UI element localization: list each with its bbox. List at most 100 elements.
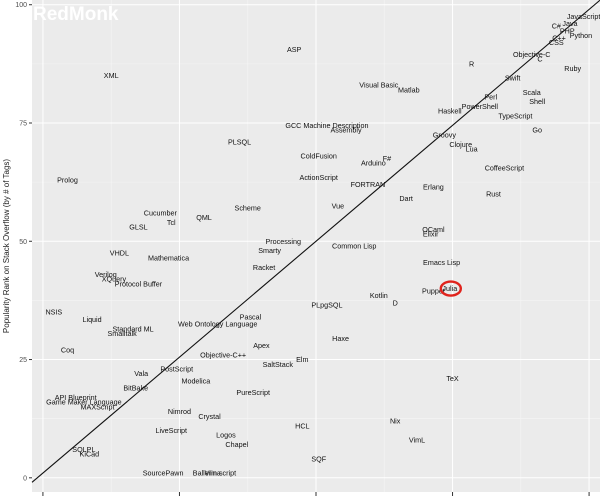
point-label-vim-script: Vim script (205, 469, 236, 478)
point-label-arduino: Arduino (361, 159, 386, 168)
y-tick-label: 100 (15, 2, 27, 9)
point-label-f: F# (383, 154, 391, 163)
point-label-sqf: SQF (311, 454, 326, 463)
point-label-qml: QML (196, 213, 212, 222)
y-tick-label: 0 (23, 475, 27, 482)
point-label-smarty: Smarty (258, 246, 281, 255)
point-label-coq: Coq (61, 346, 74, 355)
point-label-erlang: Erlang (423, 182, 444, 191)
point-label-elm: Elm (296, 355, 308, 364)
point-label-sourcepawn: SourcePawn (143, 469, 184, 478)
point-label-plsql: PLSQL (228, 137, 251, 146)
point-label-coldfusion: ColdFusion (301, 152, 337, 161)
point-label-objective-c: Objective-C (513, 50, 551, 59)
point-label-groovy: Groovy (433, 130, 457, 139)
point-label-assembly: Assembly (330, 126, 362, 135)
point-label-chapel: Chapel (225, 440, 248, 449)
point-label-css: CSS (549, 38, 564, 47)
point-label-dart: Dart (399, 194, 413, 203)
y-axis-title: Popularity Rank on Stack Overflow (by # … (2, 159, 11, 333)
point-label-glsl: GLSL (129, 223, 147, 232)
point-label-julia: Julia (442, 284, 457, 293)
point-label-viml: VimL (409, 435, 425, 444)
point-label-liquid: Liquid (82, 315, 101, 324)
point-label-javascript: JavaScript (567, 12, 600, 21)
point-label-saltstack: SaltStack (263, 360, 294, 369)
point-label-plpgsql: PLpgSQL (311, 301, 342, 310)
point-label-puppet: Puppet (422, 286, 445, 295)
point-label-processing: Processing (265, 237, 301, 246)
point-label-c: C++ (552, 33, 566, 42)
point-label-cucumber: Cucumber (144, 208, 178, 217)
x-axis (42, 492, 590, 496)
point-label-protocol-buffer: Protocol Buffer (115, 279, 163, 288)
point-label-c: C (537, 55, 542, 64)
point-label-kotlin: Kotlin (370, 291, 388, 300)
point-label-nsis: NSIS (45, 308, 62, 317)
point-label-pascal: Pascal (240, 312, 262, 321)
y-tick-label: 75 (19, 121, 27, 128)
point-label-asp: ASP (287, 45, 302, 54)
point-label-sqlpl: SQLPL (72, 445, 95, 454)
point-label-web-ontology-language: Web Ontology Language (178, 320, 257, 329)
point-label-gcc-machine-description: GCC Machine Description (285, 121, 368, 130)
point-label-modelica: Modelica (181, 376, 210, 385)
point-label-nimrod: Nimrod (168, 407, 191, 416)
point-label-logos: Logos (216, 431, 236, 440)
point-label-php: PHP (560, 26, 575, 35)
y-tick-label: 25 (19, 357, 27, 364)
point-label-apex: Apex (253, 341, 270, 350)
point-label-crystal: Crystal (198, 412, 221, 421)
point-label-purescript: PureScript (236, 388, 270, 397)
point-label-ocaml: OCaml (422, 225, 445, 234)
point-label-smalltalk: Smalltalk (108, 329, 138, 338)
point-label-postscript: PostScript (160, 365, 193, 374)
point-label-actionscript: ActionScript (300, 173, 338, 182)
point-label-racket: Racket (253, 263, 275, 272)
y-tick-label: 50 (19, 239, 27, 246)
point-label-verilog: Verilog (95, 270, 117, 279)
point-label-standard-ml: Standard ML (112, 324, 153, 333)
point-label-common-lisp: Common Lisp (332, 242, 376, 251)
point-label-kicad: KiCad (80, 450, 100, 459)
point-label-vue: Vue (332, 201, 345, 210)
point-label-haxe: Haxe (332, 334, 349, 343)
point-label-clojure: Clojure (449, 140, 472, 149)
point-label-scala: Scala (523, 88, 541, 97)
point-label-typescript: TypeScript (498, 111, 532, 120)
point-label-fortran: FORTRAN (351, 180, 386, 189)
point-label-prolog: Prolog (57, 175, 78, 184)
point-label-tcl: Tcl (167, 218, 176, 227)
point-label-powershell: PowerShell (462, 102, 499, 111)
point-label-d: D (393, 298, 398, 307)
point-label-emacs-lisp: Emacs Lisp (423, 258, 460, 267)
point-label-vala: Vala (134, 369, 148, 378)
point-label-xml: XML (104, 71, 119, 80)
redmonk-logo: RedMonk (33, 4, 119, 25)
trend-line (31, 0, 600, 483)
point-label-perl: Perl (484, 92, 497, 101)
point-label-lua: Lua (466, 145, 478, 154)
point-label-go: Go (532, 126, 542, 135)
point-label-swift: Swift (505, 74, 521, 83)
point-label-xquery: XQuery (102, 275, 127, 284)
point-label-c: C# (552, 22, 561, 31)
point-label-haskell: Haskell (438, 107, 462, 116)
point-label-api-blueprint: API Blueprint (55, 393, 97, 402)
point-label-r: R (469, 59, 474, 68)
point-label-game-maker-language: Game Maker Language (46, 398, 122, 407)
point-label-rust: Rust (486, 189, 501, 198)
point-label-elixir: Elixir (423, 230, 439, 239)
julia-highlight-circle (439, 280, 463, 297)
point-label-vhdl: VHDL (110, 249, 129, 258)
point-label-tex: TeX (446, 374, 459, 383)
point-label-ruby: Ruby (564, 64, 581, 73)
point-label-livescript: LiveScript (155, 426, 187, 435)
point-label-objective-c: Objective-C++ (200, 350, 246, 359)
point-label-ballerina: Ballerina (193, 469, 221, 478)
y-axis: 0 25 50 75 100 (15, 2, 32, 482)
point-label-maxscript: MAXScript (81, 402, 115, 411)
point-label-bitbake: BitBake (123, 383, 148, 392)
